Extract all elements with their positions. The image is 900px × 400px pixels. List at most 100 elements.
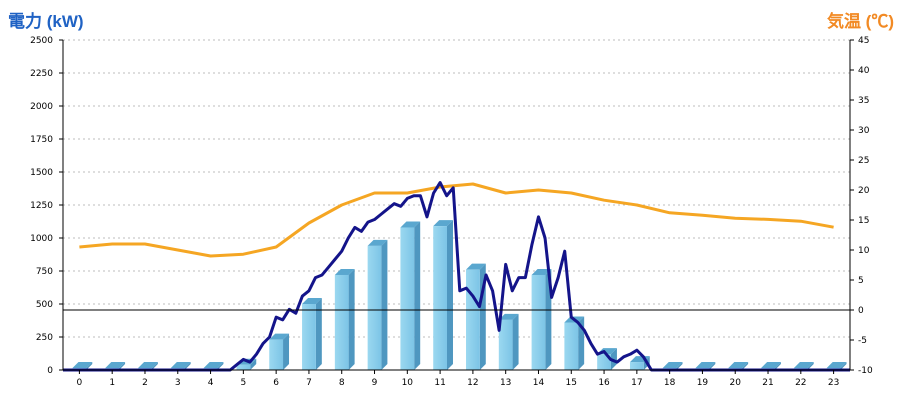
bar-side <box>774 362 781 370</box>
bar-top <box>498 313 519 320</box>
gridlines <box>63 39 850 338</box>
x-tick-label: 10 <box>402 378 414 388</box>
bar-top <box>105 362 126 368</box>
right-tick-label: 20 <box>858 186 870 196</box>
bar-top <box>367 239 388 246</box>
bar-side <box>86 362 93 370</box>
left-tick-label: 750 <box>36 267 53 277</box>
x-tick-label: 17 <box>631 378 642 388</box>
right-tick-label: 25 <box>858 156 869 166</box>
bar-top <box>72 362 93 368</box>
x-tick-label: 18 <box>664 378 676 388</box>
x-tick-label: 19 <box>697 378 709 388</box>
x-tick-label: 11 <box>434 378 445 388</box>
bar-top <box>170 362 191 368</box>
bar-front <box>334 274 349 370</box>
left-tick-label: 1250 <box>30 201 53 211</box>
bar-front <box>531 274 546 370</box>
power-line <box>63 181 850 372</box>
x-tick-label: 16 <box>598 378 610 388</box>
bar-front <box>269 339 284 370</box>
x-tick-label: 23 <box>828 378 839 388</box>
right-tick-label: 40 <box>858 66 870 76</box>
temperature-line <box>79 182 834 258</box>
x-tick-label: 15 <box>566 378 577 388</box>
line-series <box>63 181 850 372</box>
left-tick-label: 2250 <box>30 69 53 79</box>
bar-top <box>269 333 290 340</box>
bar-series <box>72 220 847 370</box>
bar-side <box>414 221 421 370</box>
bar-top <box>400 221 421 228</box>
bar-side <box>119 362 126 370</box>
left-tick-label: 250 <box>36 333 53 343</box>
bar <box>564 316 585 370</box>
bar <box>302 298 322 370</box>
bar-front <box>629 362 644 370</box>
left-tick-label: 2500 <box>30 36 53 46</box>
bar-side <box>217 362 224 370</box>
bar-top <box>662 362 683 368</box>
bar-side <box>184 362 191 370</box>
bar-side <box>840 362 847 370</box>
bar-side <box>512 313 519 370</box>
bar-front <box>302 304 316 370</box>
x-tick-label: 8 <box>339 378 345 388</box>
bar-top <box>761 362 781 368</box>
bar-side <box>348 268 355 370</box>
temperature-axis-title: 気温 (℃) <box>826 12 894 31</box>
bar-side <box>151 362 158 370</box>
x-tick-label: 9 <box>372 378 378 388</box>
bar-top <box>203 362 224 368</box>
bar <box>400 221 421 370</box>
x-tick-label: 5 <box>240 378 246 388</box>
right-tick-label: 45 <box>858 36 869 46</box>
left-tick-label: 1500 <box>30 168 53 178</box>
bar-top <box>466 263 486 270</box>
x-tick-label: 6 <box>273 378 279 388</box>
bar <box>531 268 552 370</box>
bar-side <box>676 362 683 370</box>
bar-side <box>807 362 814 370</box>
x-tick-label: 1 <box>109 378 115 388</box>
bar-side <box>250 358 257 370</box>
bar-top <box>728 362 749 368</box>
bar-side <box>446 220 453 370</box>
bar <box>597 348 617 370</box>
bar-front <box>564 322 579 370</box>
left-tick-label: 0 <box>47 366 53 376</box>
axes: 02505007501000125015001750200022502500-1… <box>30 36 873 388</box>
bar <box>269 333 290 370</box>
x-tick-label: 4 <box>208 378 214 388</box>
left-tick-label: 500 <box>36 300 53 310</box>
bar-side <box>315 298 322 370</box>
right-tick-label: -10 <box>858 366 873 376</box>
x-tick-label: 3 <box>175 378 181 388</box>
bar-top <box>138 362 158 368</box>
right-tick-label: 30 <box>858 126 870 136</box>
bar-front <box>466 269 480 370</box>
bar-top <box>302 298 322 304</box>
bar <box>433 220 453 370</box>
x-tick-label: 7 <box>306 378 312 388</box>
bar-top <box>695 362 716 368</box>
bar-top <box>433 220 453 227</box>
x-tick-label: 22 <box>795 378 806 388</box>
bar-front <box>498 319 513 370</box>
bar <box>334 268 355 370</box>
x-tick-label: 12 <box>467 378 478 388</box>
bar-front <box>400 227 415 370</box>
right-tick-label: 0 <box>858 306 864 316</box>
bar-side <box>283 333 290 370</box>
bar-side <box>610 348 617 370</box>
left-tick-label: 2000 <box>30 102 53 112</box>
bar-front <box>433 226 447 370</box>
left-tick-label: 1750 <box>30 135 53 145</box>
bar-front <box>236 364 251 370</box>
bar-side <box>742 362 749 370</box>
x-tick-label: 20 <box>730 378 742 388</box>
bar <box>498 313 519 370</box>
bar <box>466 263 486 370</box>
right-tick-label: -5 <box>858 336 867 346</box>
